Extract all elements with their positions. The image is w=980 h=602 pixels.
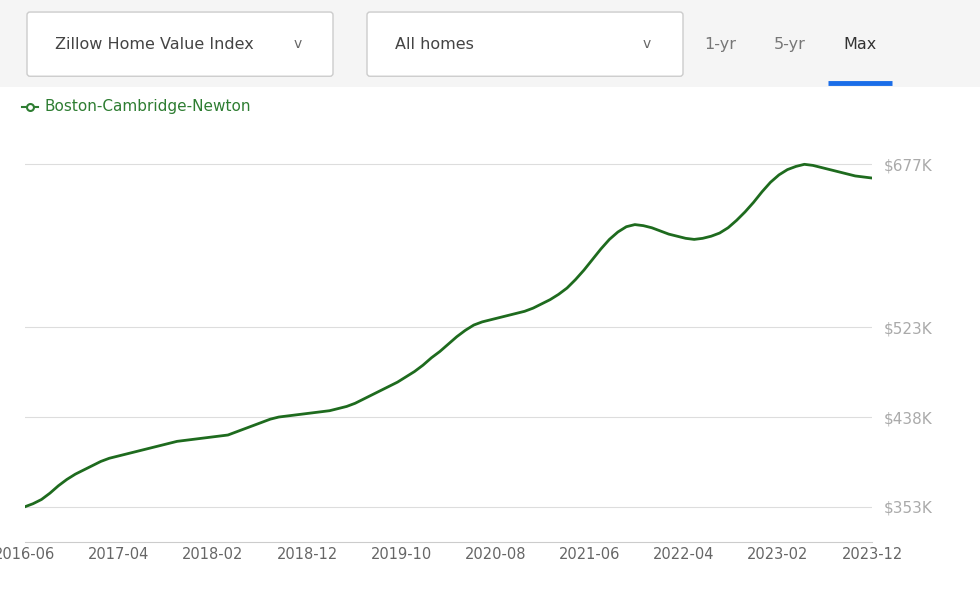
Text: v: v xyxy=(643,37,651,51)
FancyBboxPatch shape xyxy=(27,12,333,76)
Text: Boston-Cambridge-Newton: Boston-Cambridge-Newton xyxy=(44,99,251,114)
Text: 5-yr: 5-yr xyxy=(774,37,806,52)
FancyBboxPatch shape xyxy=(367,12,683,76)
Text: All homes: All homes xyxy=(395,37,474,52)
Text: Max: Max xyxy=(844,37,877,52)
Text: v: v xyxy=(294,37,302,51)
Text: 1-yr: 1-yr xyxy=(704,37,736,52)
FancyBboxPatch shape xyxy=(0,0,980,87)
Text: Zillow Home Value Index: Zillow Home Value Index xyxy=(55,37,254,52)
